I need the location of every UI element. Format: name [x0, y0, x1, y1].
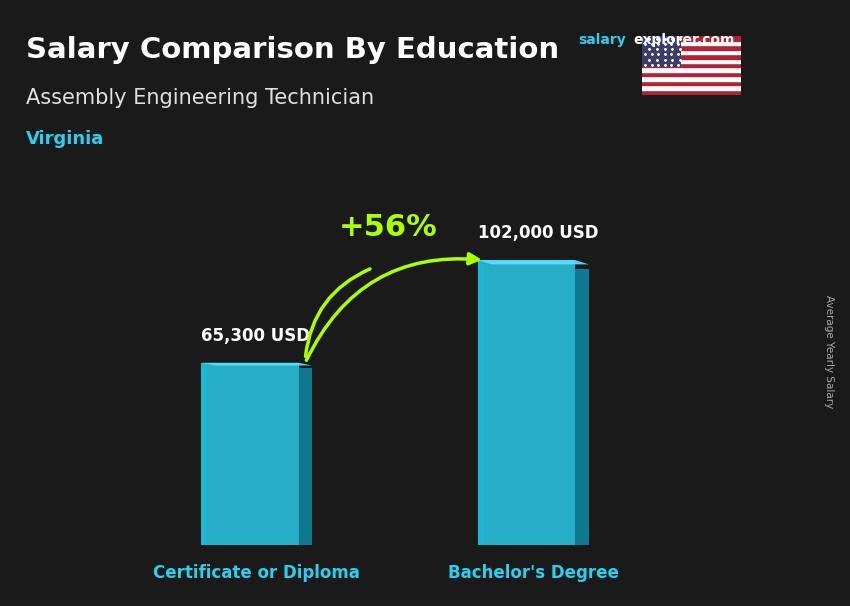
Polygon shape	[201, 363, 312, 365]
Bar	[298, 368, 312, 545]
Bar	[575, 268, 589, 545]
Text: 65,300 USD: 65,300 USD	[201, 327, 310, 345]
Bar	[201, 363, 207, 545]
Text: Salary Comparison By Education: Salary Comparison By Education	[26, 36, 558, 64]
Text: Assembly Engineering Technician: Assembly Engineering Technician	[26, 88, 374, 108]
Text: explorer.com: explorer.com	[633, 33, 734, 47]
Text: +56%: +56%	[339, 213, 438, 242]
Bar	[478, 260, 484, 545]
Text: salary: salary	[578, 33, 626, 47]
Text: Bachelor's Degree: Bachelor's Degree	[448, 564, 619, 582]
Text: Average Yearly Salary: Average Yearly Salary	[824, 295, 834, 408]
Bar	[201, 363, 298, 545]
Polygon shape	[478, 260, 589, 264]
Text: 102,000 USD: 102,000 USD	[478, 224, 598, 242]
Bar	[478, 260, 575, 545]
Text: Virginia: Virginia	[26, 130, 104, 148]
Text: Certificate or Diploma: Certificate or Diploma	[153, 564, 360, 582]
Bar	[642, 36, 681, 67]
